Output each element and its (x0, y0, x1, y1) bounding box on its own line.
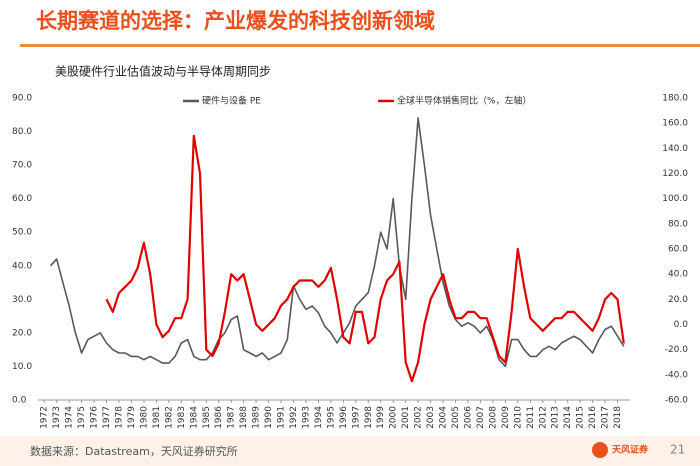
x-tick-label: 1989 (252, 406, 262, 429)
y2-tick-label: 160.0 (662, 119, 688, 129)
x-tick-label: 2005 (451, 406, 461, 429)
footer-source: 数据来源：Datastream，天风证券研究所 (30, 444, 238, 458)
x-tick-label: 2013 (551, 406, 561, 429)
x-tick-label: 1990 (264, 406, 274, 429)
x-tick-label: 1984 (189, 406, 199, 429)
y-tick-label: 20.0 (12, 328, 32, 338)
x-tick-label: 1982 (164, 406, 174, 429)
y-tick-label: 60.0 (12, 194, 32, 204)
x-tick-label: 1997 (351, 406, 361, 429)
x-tick-label: 1986 (214, 406, 224, 429)
series-line (105, 134, 625, 383)
legend-label: 硬件与设备 PE (202, 95, 261, 107)
x-tick-label: 1995 (326, 406, 336, 429)
logo-icon (592, 442, 608, 458)
x-tick-label: 1979 (127, 406, 137, 429)
y2-tick-label: 0.0 (674, 320, 689, 330)
y-tick-label: 40.0 (12, 261, 32, 271)
x-tick-label: 1996 (339, 406, 349, 429)
y2-tick-label: 80.0 (668, 219, 688, 229)
x-tick-label: 2009 (501, 406, 511, 429)
x-tick-label: 2016 (588, 406, 598, 429)
x-tick-label: 1980 (139, 406, 149, 429)
x-tick-label: 2006 (463, 406, 473, 429)
x-tick-label: 1976 (90, 406, 100, 429)
x-tick-label: 2014 (563, 406, 573, 429)
x-tick-label: 1974 (65, 406, 75, 429)
x-tick-label: 1972 (40, 406, 50, 429)
x-tick-label: 2017 (601, 406, 611, 429)
y-tick-label: 10.0 (12, 362, 32, 372)
x-tick-label: 1999 (376, 406, 386, 429)
y2-tick-label: 20.0 (668, 295, 688, 305)
x-tick-label: 1988 (239, 406, 249, 429)
x-tick-label: 1983 (177, 406, 187, 429)
page-number: 21 (670, 443, 685, 457)
x-tick-label: 2004 (439, 406, 449, 429)
y-tick-label: 50.0 (12, 228, 32, 238)
x-tick-label: 1998 (364, 406, 374, 429)
x-tick-label: 2012 (538, 406, 548, 429)
x-tick-label: 2000 (389, 406, 399, 429)
x-tick-label: 2008 (488, 406, 498, 429)
x-tick-label: 1987 (227, 406, 237, 429)
x-tick-label: 1985 (202, 406, 212, 429)
series-line (49, 117, 625, 368)
x-tick-label: 1978 (115, 406, 125, 429)
x-tick-label: 2003 (426, 406, 436, 429)
x-tick-label: 2002 (414, 406, 424, 429)
y2-tick-label: 180.0 (662, 94, 688, 104)
legend-label: 全球半导体销售同比（%，左轴） (397, 95, 532, 107)
y2-tick-label: 140.0 (662, 144, 688, 154)
x-tick-label: 2010 (513, 406, 523, 429)
y-tick-label: 70.0 (12, 161, 32, 171)
x-tick-label: 2001 (401, 406, 411, 429)
y-tick-label: 0.0 (12, 396, 27, 406)
x-tick-label: 1994 (314, 406, 324, 429)
x-tick-label: 1975 (77, 406, 87, 429)
x-tick-label: 2018 (613, 406, 623, 429)
x-tick-label: 1973 (52, 406, 62, 429)
y-tick-label: 80.0 (12, 127, 32, 137)
title-rule (20, 44, 700, 47)
slide-title: 长期赛道的选择：产业爆发的科技创新领域 (36, 9, 435, 33)
x-tick-label: 1993 (301, 406, 311, 429)
x-tick-label: 2015 (576, 406, 586, 429)
y2-tick-label: -60.0 (665, 396, 689, 406)
x-tick-label: 1977 (102, 406, 112, 429)
y2-tick-label: 120.0 (662, 169, 688, 179)
footer-band (0, 436, 700, 466)
x-tick-label: 2011 (526, 406, 536, 429)
x-tick-label: 1992 (289, 406, 299, 429)
logo-text: 天风证券 (612, 444, 649, 456)
y2-tick-label: -40.0 (665, 370, 689, 380)
y2-tick-label: 100.0 (662, 194, 688, 204)
y2-tick-label: 40.0 (668, 270, 688, 280)
x-tick-label: 1981 (152, 406, 162, 429)
chart-title: 美股硬件行业估值波动与半导体周期同步 (55, 64, 271, 79)
x-tick-label: 1991 (277, 406, 287, 429)
y2-tick-label: 60.0 (668, 245, 688, 255)
y-tick-label: 30.0 (12, 295, 32, 305)
y2-tick-label: -20.0 (665, 345, 689, 355)
y-tick-label: 90.0 (12, 94, 32, 104)
x-tick-label: 2007 (476, 406, 486, 429)
